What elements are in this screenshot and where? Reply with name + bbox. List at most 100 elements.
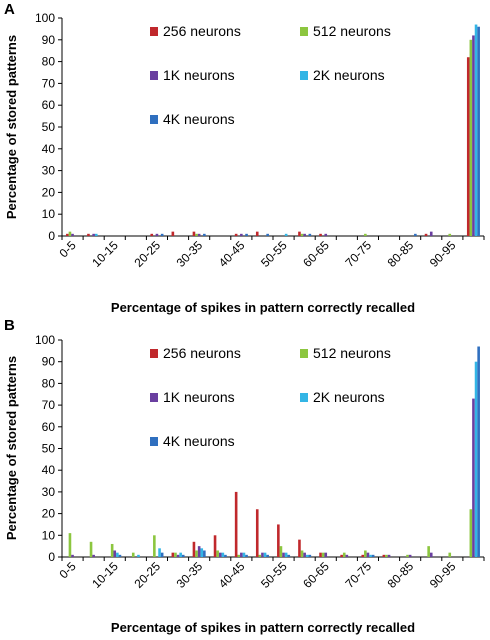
- bar-4k-neurons: [245, 233, 248, 236]
- bar-256-neurons: [87, 233, 90, 236]
- bar-4k-neurons: [160, 552, 164, 557]
- y-tick-label: 40: [42, 142, 56, 156]
- x-tick-label: 0-5: [57, 238, 79, 260]
- legend-label: 256 neurons: [163, 23, 241, 39]
- bar-4k-neurons: [371, 554, 375, 557]
- bar-1k-neurons: [240, 233, 243, 236]
- bar-512-neurons: [427, 546, 430, 557]
- legend-swatch: [150, 71, 158, 80]
- x-tick-label: 10-15: [89, 559, 121, 591]
- bar-512-neurons: [300, 550, 304, 557]
- y-tick-label: 90: [42, 355, 56, 369]
- x-tick-label: 20-25: [131, 559, 163, 591]
- bar-4k-neurons: [266, 554, 269, 557]
- bar-2k-neurons: [200, 548, 204, 557]
- x-axis-title: Percentage of spikes in pattern correctl…: [111, 620, 415, 635]
- bar-2k-neurons: [284, 552, 288, 557]
- legend-label: 1K neurons: [163, 67, 235, 83]
- bar-1k-neurons: [155, 233, 159, 236]
- bar-256-neurons: [361, 554, 365, 557]
- bar-256-neurons: [255, 509, 259, 557]
- bar-512-neurons: [89, 541, 93, 557]
- bar-1k-neurons: [71, 233, 74, 236]
- legend-label: 4K neurons: [163, 111, 235, 127]
- x-tick-label: 90-95: [427, 238, 459, 270]
- bar-256-neurons: [150, 233, 154, 236]
- bar-1k-neurons: [324, 233, 328, 236]
- legend-label: 256 neurons: [163, 345, 241, 361]
- legend-swatch: [300, 71, 308, 80]
- bar-1k-neurons: [429, 552, 433, 557]
- y-tick-label: 90: [42, 33, 56, 47]
- y-tick-label: 50: [42, 120, 56, 134]
- legend-swatch: [150, 393, 158, 402]
- x-tick-label: 50-55: [258, 238, 290, 270]
- legend-label: 1K neurons: [163, 389, 235, 405]
- bar-512-neurons: [68, 533, 72, 557]
- bar-256-neurons: [298, 231, 301, 236]
- y-tick-label: 80: [42, 55, 56, 69]
- bar-512-neurons: [406, 554, 409, 557]
- bar-512-neurons: [385, 554, 388, 557]
- bar-512-neurons: [195, 550, 198, 557]
- x-axis-title: Percentage of spikes in pattern correctl…: [111, 300, 415, 315]
- bar-1k-neurons: [176, 554, 180, 557]
- y-tick-label: 70: [42, 76, 56, 90]
- legend-label: 512 neurons: [313, 23, 391, 39]
- y-axis-title: Percentage of stored patterns: [4, 35, 19, 219]
- bar-256-neurons: [171, 231, 175, 236]
- legend-swatch: [300, 393, 308, 402]
- bar-512-neurons: [110, 543, 114, 557]
- bar-4k-neurons: [224, 554, 227, 557]
- bar-256-neurons: [66, 233, 69, 236]
- bar-512-neurons: [469, 39, 473, 236]
- bar-2k-neurons: [263, 552, 267, 557]
- bar-4k-neurons: [308, 554, 312, 557]
- y-tick-label: 100: [35, 11, 55, 25]
- legend-swatch: [300, 349, 308, 358]
- bar-1k-neurons: [429, 231, 433, 236]
- y-tick-label: 20: [42, 507, 56, 521]
- bar-4k-neurons: [414, 233, 417, 236]
- y-tick-label: 60: [42, 98, 56, 112]
- y-tick-label: 100: [35, 333, 55, 347]
- y-tick-label: 10: [42, 207, 56, 221]
- bar-512-neurons: [279, 546, 283, 557]
- x-tick-label: 40-45: [216, 238, 248, 270]
- panel-label: A: [4, 1, 15, 18]
- legend-swatch: [300, 27, 308, 36]
- bar-512-neurons: [300, 233, 304, 236]
- bar-512-neurons: [321, 552, 325, 557]
- x-tick-label: 20-25: [131, 238, 163, 270]
- bar-4k-neurons: [477, 346, 480, 557]
- bar-512-neurons: [448, 552, 452, 557]
- bar-4k-neurons: [160, 233, 164, 236]
- y-tick-label: 50: [42, 442, 56, 456]
- x-tick-label: 40-45: [216, 559, 248, 591]
- bar-4k-neurons: [477, 26, 480, 236]
- bar-2k-neurons: [474, 361, 478, 557]
- bar-2k-neurons: [116, 552, 119, 557]
- bar-256-neurons: [382, 554, 386, 557]
- bar-1k-neurons: [303, 233, 306, 236]
- bar-1k-neurons: [71, 554, 74, 557]
- bar-256-neurons: [171, 552, 175, 557]
- bar-1k-neurons: [261, 552, 264, 557]
- bar-512-neurons: [364, 233, 367, 236]
- bar-512-neurons: [174, 552, 177, 557]
- bar-4k-neurons: [181, 554, 185, 557]
- y-tick-label: 0: [48, 229, 55, 243]
- bar-4k-neurons: [266, 233, 269, 236]
- bar-256-neurons: [234, 491, 238, 557]
- bar-2k-neurons: [137, 554, 140, 557]
- bar-512-neurons: [216, 550, 219, 557]
- panel-label: B: [4, 317, 15, 334]
- x-tick-label: 50-55: [258, 559, 290, 591]
- bar-1k-neurons: [408, 554, 412, 557]
- chart-panel-a: A 0 10 20 30 40 50 60 70 80 90 100 0-5 10-15 20-25 30-3…: [4, 1, 485, 315]
- legend-swatch: [150, 115, 158, 124]
- x-tick-label: 80-85: [385, 238, 417, 270]
- x-tick-label: 90-95: [427, 559, 459, 591]
- bar-512-neurons: [448, 233, 452, 236]
